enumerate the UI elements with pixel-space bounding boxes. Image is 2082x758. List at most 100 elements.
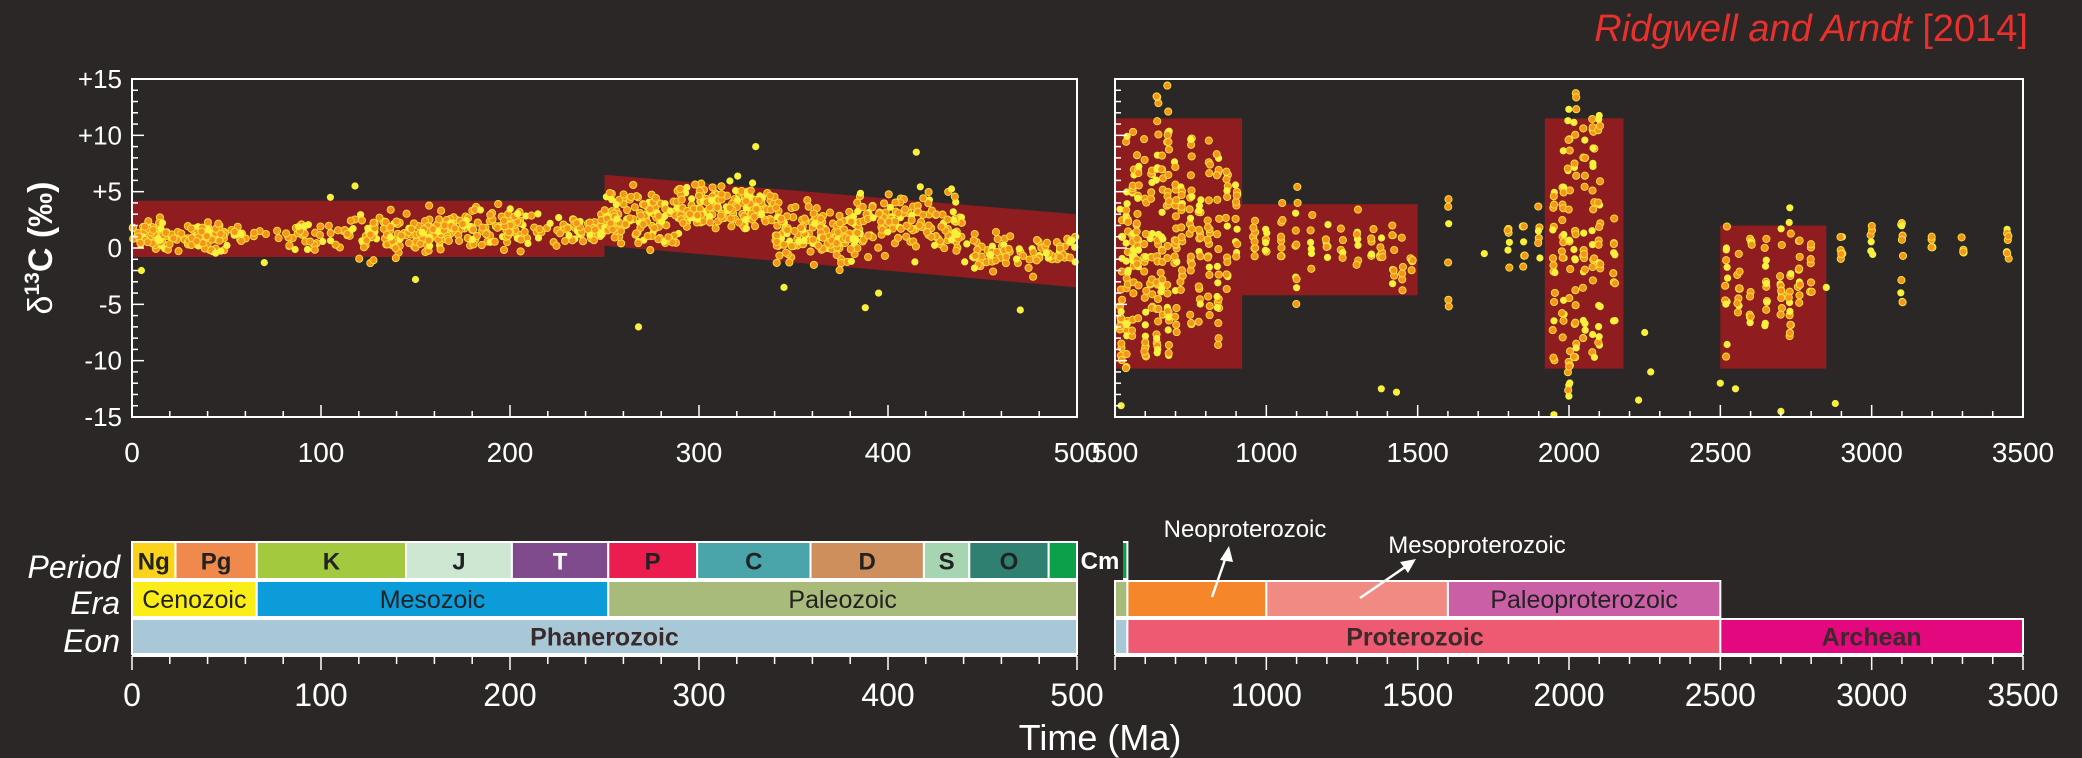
data-point — [691, 180, 700, 189]
data-point — [646, 246, 655, 255]
data-point — [1609, 239, 1618, 249]
data-point — [1177, 223, 1186, 232]
data-point — [1565, 362, 1574, 371]
eon-label: Phanerozoic — [530, 624, 679, 652]
data-point — [750, 222, 760, 231]
data-point — [1152, 92, 1161, 101]
data-point — [1204, 196, 1213, 205]
period-k: K — [255, 541, 408, 580]
data-point — [1132, 219, 1141, 228]
data-point — [391, 254, 400, 263]
data-point — [386, 233, 394, 241]
y-tick-label: -5 — [99, 289, 122, 319]
data-point — [1212, 171, 1221, 180]
data-point — [1213, 304, 1221, 312]
period-ng: Ng — [131, 541, 177, 580]
data-point — [1367, 234, 1376, 243]
data-point — [1187, 135, 1195, 143]
data-point — [1006, 232, 1015, 241]
data-point — [1519, 222, 1528, 231]
data-point — [346, 216, 355, 225]
data-point — [630, 203, 639, 212]
data-point — [1444, 202, 1453, 211]
data-point — [1897, 235, 1906, 244]
data-point — [1261, 246, 1269, 254]
data-point — [1746, 319, 1754, 327]
data-point — [1641, 328, 1649, 337]
data-point — [1163, 241, 1172, 250]
data-point — [1898, 298, 1907, 307]
data-point — [757, 210, 766, 218]
data-point — [1066, 253, 1075, 262]
era-block — [255, 580, 610, 618]
data-point — [1292, 275, 1301, 284]
data-point — [1140, 135, 1149, 144]
data-point — [1806, 240, 1816, 249]
data-point — [1571, 130, 1580, 139]
data-point — [1176, 277, 1185, 286]
data-point — [1292, 240, 1301, 249]
data-point — [1223, 192, 1232, 202]
data-point — [989, 267, 998, 276]
data-point — [1187, 186, 1196, 195]
data-point — [301, 222, 309, 230]
time-tick-label: 500 — [1050, 677, 1103, 713]
data-point — [591, 225, 600, 234]
data-point — [589, 236, 598, 245]
data-point — [1042, 249, 1050, 257]
data-point — [1231, 214, 1240, 223]
data-point — [1376, 243, 1385, 252]
x-tick-label: 2000 — [1538, 437, 1600, 468]
data-point — [555, 229, 565, 238]
time-tick-label: 0 — [123, 677, 141, 713]
data-point — [1388, 231, 1397, 240]
data-point — [1212, 150, 1221, 159]
data-point — [706, 212, 714, 221]
data-point — [775, 251, 784, 260]
data-point — [1153, 117, 1162, 126]
data-point — [324, 221, 333, 230]
data-point — [875, 289, 883, 297]
data-point — [626, 192, 636, 201]
data-point — [174, 247, 183, 256]
period-pg: Pg — [174, 541, 258, 580]
data-point — [1505, 263, 1514, 272]
data-point — [2003, 249, 2012, 258]
data-point — [1293, 198, 1302, 207]
data-point — [961, 258, 969, 266]
panel-gap-top — [1079, 540, 1123, 580]
data-point — [1214, 319, 1223, 328]
data-point — [1118, 233, 1126, 241]
data-point — [949, 208, 957, 216]
data-point — [1647, 368, 1655, 376]
data-point — [1141, 338, 1150, 347]
data-point — [1223, 258, 1232, 267]
data-point — [1353, 205, 1363, 214]
era-block — [607, 580, 1079, 618]
data-point — [1204, 292, 1213, 301]
data-point — [1572, 93, 1581, 102]
data-point — [1572, 344, 1580, 352]
data-point — [1231, 181, 1240, 189]
era-unlabeled-3 — [1126, 580, 1268, 618]
period-label-cm: Cm — [1081, 548, 1120, 575]
data-point — [1559, 316, 1568, 325]
era-block — [1126, 580, 1268, 618]
data-point — [924, 187, 933, 197]
era-block — [131, 580, 258, 618]
data-point — [303, 245, 312, 253]
data-point — [158, 219, 167, 227]
data-point — [912, 148, 920, 156]
data-point — [1146, 235, 1154, 243]
axis-ticks — [1114, 78, 2024, 418]
data-point — [416, 239, 425, 248]
data-point — [411, 275, 420, 284]
eon-block — [1114, 618, 1129, 655]
data-point — [780, 283, 788, 291]
period-c: C — [696, 541, 812, 580]
callout-arrow — [1210, 553, 1229, 598]
data-point — [1566, 265, 1575, 274]
data-points — [128, 143, 1080, 331]
data-point — [1222, 175, 1231, 184]
